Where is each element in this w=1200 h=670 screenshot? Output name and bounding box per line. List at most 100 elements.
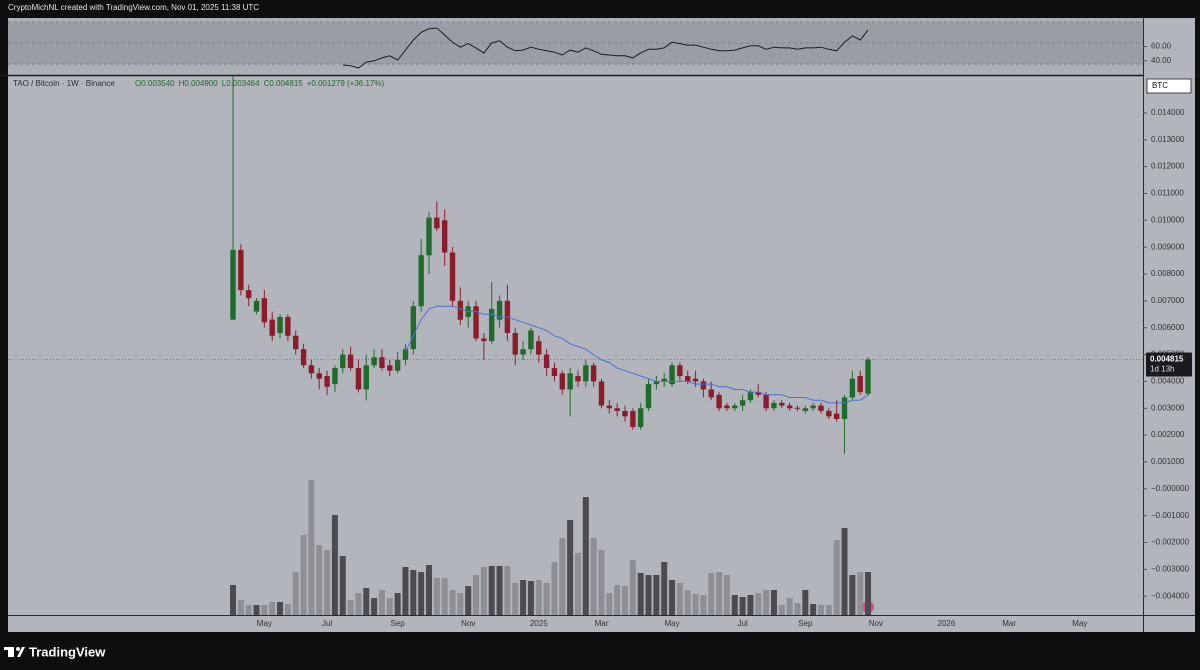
candle-body bbox=[410, 306, 417, 350]
volume-bar bbox=[386, 598, 393, 615]
volume-bar bbox=[473, 575, 480, 615]
logo-part bbox=[4, 647, 14, 650]
candle-body bbox=[771, 402, 777, 409]
ohlc-value: L0.003464 bbox=[222, 79, 260, 88]
volume-bar bbox=[284, 604, 291, 615]
volume-bar bbox=[230, 585, 236, 615]
x-tick-label: Mar bbox=[595, 619, 609, 628]
candle-body bbox=[277, 316, 283, 334]
volume-bar bbox=[825, 605, 832, 615]
candle-body bbox=[316, 373, 322, 379]
candle-body bbox=[418, 255, 424, 307]
volume-bar bbox=[527, 581, 534, 615]
candle-body bbox=[857, 376, 863, 393]
rsi-tick-label: 40.00 bbox=[1151, 56, 1172, 65]
currency[interactable]: BTC bbox=[1152, 81, 1168, 90]
volume-bar bbox=[763, 590, 770, 615]
volume-bar bbox=[551, 562, 558, 615]
logo-part bbox=[16, 647, 20, 651]
candle-body bbox=[402, 349, 409, 360]
candle-body bbox=[347, 354, 354, 368]
candle-body bbox=[598, 381, 605, 406]
volume-bar bbox=[394, 593, 401, 615]
volume-bar bbox=[637, 573, 644, 615]
volume-bar bbox=[488, 566, 495, 615]
candle-body bbox=[669, 365, 675, 385]
candle-body bbox=[426, 217, 432, 256]
y-tick-label: −0.003000 bbox=[1151, 564, 1190, 573]
volume-bar bbox=[363, 588, 370, 615]
volume-bar bbox=[614, 585, 621, 615]
volume-bar bbox=[308, 480, 315, 615]
volume-bar bbox=[559, 538, 566, 615]
volume-bar bbox=[418, 572, 425, 615]
candle-body bbox=[865, 359, 871, 394]
candle-body bbox=[434, 217, 440, 229]
countdown: 1d 13h bbox=[1150, 365, 1174, 374]
candle-body bbox=[739, 400, 746, 406]
y-tick-label: −0.000000 bbox=[1151, 484, 1190, 493]
volume-bar bbox=[300, 535, 307, 615]
candle-body bbox=[590, 365, 597, 382]
volume-bar bbox=[669, 580, 676, 615]
candle-body bbox=[269, 319, 275, 336]
candle-body bbox=[253, 300, 260, 312]
volume-bar bbox=[535, 580, 542, 615]
candle-body bbox=[786, 405, 793, 409]
candle-body bbox=[755, 392, 761, 395]
x-tick-label: 2026 bbox=[938, 619, 956, 628]
y-tick-label: 0.012000 bbox=[1151, 162, 1185, 171]
candle-body bbox=[677, 365, 683, 377]
y-tick-label: 0.014000 bbox=[1151, 108, 1185, 117]
symbol: TAO / Bitcoin · 1W · Binance bbox=[13, 79, 115, 88]
volume-bar bbox=[316, 545, 323, 615]
x-tick-label: May bbox=[664, 619, 679, 628]
candle-body bbox=[849, 378, 856, 398]
y-tick-label: 0.013000 bbox=[1151, 135, 1185, 144]
candle-body bbox=[622, 410, 628, 417]
volume-bar bbox=[802, 590, 809, 615]
volume-bar bbox=[512, 583, 519, 615]
candle-body bbox=[692, 378, 699, 382]
candle-body bbox=[332, 367, 338, 385]
volume-bar bbox=[676, 583, 683, 615]
volume-bar bbox=[449, 590, 456, 615]
x-tick-label: 2025 bbox=[530, 619, 548, 628]
volume-bar bbox=[794, 603, 801, 615]
candle-body bbox=[575, 376, 581, 382]
volume-bar bbox=[622, 586, 628, 615]
volume-bar bbox=[747, 595, 754, 615]
candle-body bbox=[833, 413, 840, 419]
x-tick-label: May bbox=[257, 619, 272, 628]
candle-body bbox=[536, 341, 542, 355]
volume-bar bbox=[253, 605, 260, 615]
volume-bar bbox=[371, 598, 378, 615]
change: +0.001279 (+36.17%) bbox=[307, 79, 385, 88]
volume-bar bbox=[520, 580, 527, 615]
volume-bar bbox=[684, 590, 691, 615]
volume-bar bbox=[778, 605, 785, 615]
volume-bar bbox=[590, 538, 597, 615]
currency-box[interactable] bbox=[1146, 78, 1192, 94]
y-tick-label: 0.004000 bbox=[1151, 377, 1185, 386]
volume-bar bbox=[810, 604, 817, 615]
x-tick-label: Jul bbox=[737, 619, 747, 628]
candle-body bbox=[363, 365, 369, 390]
rsi-line bbox=[342, 27, 869, 69]
candle-body bbox=[496, 300, 503, 320]
volume-bar bbox=[269, 602, 276, 615]
brand: TradingView bbox=[29, 644, 106, 659]
time-axis bbox=[8, 615, 1143, 632]
candle-body bbox=[371, 357, 377, 366]
volume-bar bbox=[331, 515, 338, 615]
candle-body bbox=[441, 220, 448, 253]
price-axis bbox=[1143, 18, 1195, 632]
volume-bar bbox=[841, 528, 848, 615]
candle-body bbox=[841, 397, 848, 419]
moving-average bbox=[405, 305, 869, 404]
volume-bar bbox=[865, 572, 872, 615]
y-tick-label: −0.001000 bbox=[1151, 511, 1190, 520]
volume-bar bbox=[324, 550, 331, 615]
rsi-tick-label: 60.00 bbox=[1151, 42, 1172, 51]
x-tick-label: Sep bbox=[391, 619, 406, 628]
